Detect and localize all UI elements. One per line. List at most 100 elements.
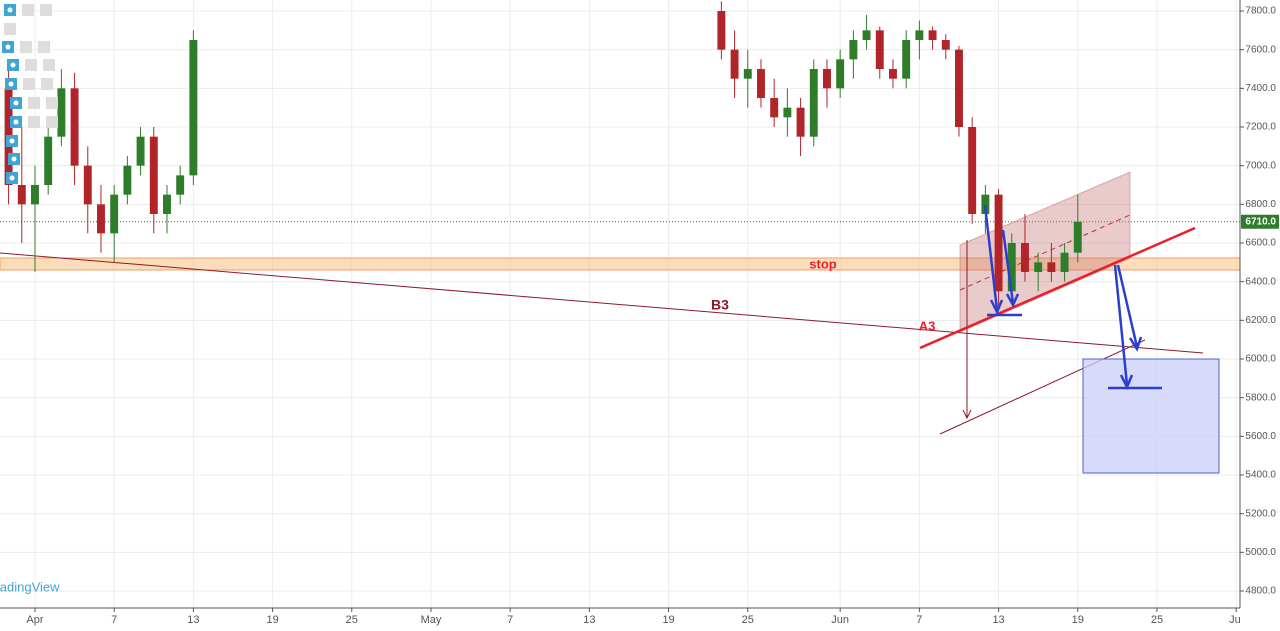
close-icon[interactable] <box>41 78 53 90</box>
x-tick-label: 19 <box>1072 614 1084 626</box>
candle-body <box>730 49 739 79</box>
candle-body <box>176 175 185 195</box>
candle-body <box>1073 221 1082 253</box>
candle-body <box>862 30 871 41</box>
x-tick-label: 25 <box>1151 614 1163 626</box>
y-axis: 4800.0 5000.0 5200.0 5400.0 5600.0 5800.0 6000… <box>1239 0 1280 631</box>
arrow <box>1116 264 1139 348</box>
close-icon[interactable] <box>38 41 50 53</box>
icon-row <box>4 4 52 16</box>
candle-body <box>189 40 198 176</box>
x-tick-label: Jul <box>1229 614 1243 626</box>
y-axis-panel <box>1240 0 1280 631</box>
candle-body <box>123 165 132 195</box>
x-tick-label: 25 <box>346 614 358 626</box>
x-tick-label: 13 <box>583 614 595 626</box>
x-tick-label: 13 <box>187 614 199 626</box>
candle-body <box>1060 252 1069 273</box>
settings-icon[interactable] <box>28 97 40 109</box>
candle-body <box>994 194 1003 292</box>
candle-body <box>163 194 171 215</box>
y-tick-label: 6000.0 <box>1245 354 1276 365</box>
y-tick-label: 7600.0 <box>1245 44 1276 55</box>
candle-body <box>823 69 831 89</box>
indicator-icons <box>2 4 58 184</box>
candle-body <box>836 59 845 89</box>
arrow-head <box>962 409 972 420</box>
candle-body <box>1034 262 1043 273</box>
y-tick-label: 5400.0 <box>1245 470 1276 481</box>
close-icon[interactable] <box>46 97 58 109</box>
arrow-head <box>989 299 1004 316</box>
trend-line <box>0 252 1204 354</box>
annotation: stop <box>809 256 837 271</box>
y-tick-label: 5200.0 <box>1245 508 1276 519</box>
y-tick-label: 5800.0 <box>1245 392 1276 403</box>
candle-body <box>783 107 792 118</box>
arrow-head <box>1128 336 1143 352</box>
annotation: A3 <box>919 318 936 333</box>
candle-body <box>889 69 897 79</box>
x-axis-panel <box>0 608 1280 631</box>
y-tick-label: 4800.0 <box>1245 586 1276 597</box>
close-icon[interactable] <box>40 4 52 16</box>
y-tick-label: 7800.0 <box>1245 6 1276 17</box>
x-tick-label: May <box>421 614 442 626</box>
candle-body <box>31 185 39 205</box>
candle-body <box>717 11 726 50</box>
candle-body <box>97 204 105 234</box>
x-tick-label: Apr <box>26 614 43 626</box>
x-tick-label: 7 <box>916 614 922 626</box>
candle-body <box>149 136 158 215</box>
x-tick-label: 7 <box>111 614 117 626</box>
settings-icon[interactable] <box>23 78 35 90</box>
last-price-box <box>1241 214 1279 229</box>
candle-body <box>796 107 805 137</box>
candle-body <box>1007 243 1016 292</box>
y-tick-label: 6400.0 <box>1245 276 1276 287</box>
watermark: TradingView <box>0 579 60 594</box>
x-tick-label: 19 <box>662 614 674 626</box>
target-box <box>1082 358 1220 474</box>
y-tick-label: 6200.0 <box>1245 315 1276 326</box>
y-tick-label: 7000.0 <box>1245 160 1276 171</box>
y-tick-label: 7400.0 <box>1245 83 1276 94</box>
close-icon[interactable] <box>43 59 55 71</box>
candle-body <box>757 69 765 99</box>
candle-body <box>968 127 977 215</box>
candle-body <box>110 194 119 234</box>
trend-line <box>939 339 1146 435</box>
settings-icon[interactable] <box>20 41 32 53</box>
settings-icon[interactable] <box>25 59 37 71</box>
candle-body <box>70 88 79 166</box>
candle-body <box>83 165 92 205</box>
settings-icon[interactable] <box>28 116 40 128</box>
candle-body <box>902 40 911 79</box>
candle-body <box>44 136 53 186</box>
x-axis: Apr 7 13 19 25 May 7 13 19 25 Jun 7 13 19 25 Jul <box>0 607 1280 631</box>
arrow-head <box>1005 293 1020 308</box>
candle-body <box>743 69 752 79</box>
close-icon[interactable] <box>46 116 58 128</box>
candle-body <box>955 49 963 128</box>
candle-body <box>809 69 818 137</box>
candle-body <box>770 98 779 118</box>
candle-body <box>915 30 924 41</box>
candle-body <box>1047 262 1056 273</box>
last-price-label: 6710.0 <box>1245 216 1276 227</box>
arrow <box>983 204 999 311</box>
close-icon[interactable] <box>4 23 16 35</box>
candle-body <box>1021 243 1029 273</box>
candle-body <box>57 88 66 137</box>
candle-body <box>941 40 950 50</box>
settings-icon[interactable] <box>22 4 34 16</box>
x-tick-label: 25 <box>742 614 754 626</box>
x-tick-label: 7 <box>507 614 513 626</box>
y-tick-label: 5600.0 <box>1245 431 1276 442</box>
y-tick-label: 5000.0 <box>1245 547 1276 558</box>
channel-mid <box>959 214 1131 291</box>
annotation: B3 <box>711 297 729 313</box>
